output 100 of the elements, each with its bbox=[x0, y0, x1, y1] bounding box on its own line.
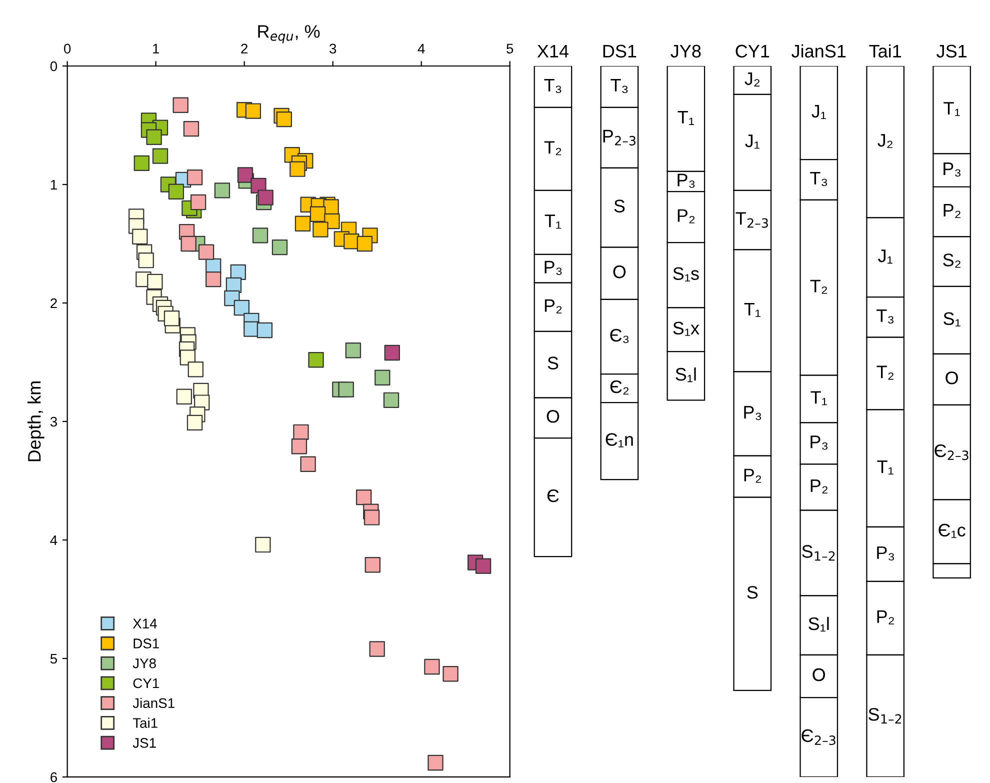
x-tick-label: JS1 bbox=[936, 44, 966, 58]
x-axis-title: R$_{equ}$, % bbox=[258, 25, 320, 44]
data-label: T₃ bbox=[544, 78, 562, 94]
point bbox=[364, 557, 381, 573]
x-tick-label: X14 bbox=[537, 44, 569, 58]
data-label: T₃ bbox=[610, 78, 628, 94]
data-label: P₂ bbox=[744, 468, 762, 483]
data-label: T₃ bbox=[810, 172, 828, 186]
y-tick-label: 0 bbox=[50, 61, 58, 72]
data-label: Є$_{2–3}$ bbox=[934, 444, 968, 460]
point bbox=[374, 370, 390, 386]
data-label: T₁ bbox=[944, 102, 960, 116]
x-tick-label: 2 bbox=[241, 44, 248, 54]
data-label: T$_{2–3}$ bbox=[736, 212, 768, 228]
point bbox=[291, 438, 308, 454]
data-label: S₁l bbox=[676, 367, 696, 382]
data-label: P₃ bbox=[744, 406, 762, 420]
data-label: T₁ bbox=[678, 110, 694, 125]
data-label: P₃ bbox=[944, 162, 960, 177]
point bbox=[132, 228, 148, 244]
x-tick-label: 1 bbox=[153, 44, 160, 54]
data-label: T₂ bbox=[544, 141, 562, 156]
data-label: J₂ bbox=[878, 134, 892, 148]
legend-label: JianS1 bbox=[132, 698, 174, 708]
point bbox=[244, 321, 260, 337]
data-label: J₁ bbox=[878, 250, 892, 264]
point bbox=[272, 239, 288, 256]
data-label: Є₂ bbox=[610, 380, 629, 395]
data-label: S₁s bbox=[673, 267, 699, 282]
data-label: T₂ bbox=[810, 280, 827, 294]
data-label: O bbox=[946, 371, 958, 384]
data-label: T₂ bbox=[876, 366, 894, 380]
point bbox=[190, 194, 206, 210]
legend-label: JY8 bbox=[132, 658, 156, 668]
data-label: P₃ bbox=[544, 260, 562, 275]
point bbox=[134, 155, 150, 172]
point bbox=[290, 161, 306, 177]
point bbox=[256, 322, 273, 338]
y-tick-label: 6 bbox=[50, 772, 57, 782]
point bbox=[214, 182, 230, 198]
data-label: Є₃ bbox=[610, 328, 629, 344]
point bbox=[234, 300, 250, 316]
data-label: P₃ bbox=[678, 174, 695, 188]
data-label: P₂ bbox=[877, 610, 894, 624]
point bbox=[237, 167, 254, 183]
y-axis-title: Depth, km bbox=[27, 382, 44, 462]
legend-label: X14 bbox=[132, 618, 157, 628]
data-label: T₃ bbox=[876, 309, 894, 324]
legend-label: DS1 bbox=[134, 638, 159, 648]
data-label: P₃ bbox=[810, 436, 828, 450]
x-tick-label: JianS1 bbox=[792, 44, 846, 58]
data-label: S₁x bbox=[673, 322, 700, 336]
point bbox=[424, 658, 440, 675]
point bbox=[356, 236, 373, 252]
data-label: O bbox=[546, 410, 560, 423]
y-tick-label: 2 bbox=[50, 298, 57, 308]
data-label: P₂ bbox=[944, 204, 960, 218]
point bbox=[384, 344, 400, 361]
point bbox=[356, 489, 372, 506]
point bbox=[147, 274, 163, 290]
data-label: Є₁c bbox=[938, 524, 966, 538]
point bbox=[442, 666, 458, 682]
x-tick-label: CY1 bbox=[736, 44, 770, 58]
point bbox=[294, 216, 311, 232]
x-tick-label: 3 bbox=[330, 44, 336, 54]
point bbox=[138, 252, 154, 268]
point bbox=[276, 111, 292, 128]
x-tick-label: 4 bbox=[418, 44, 425, 54]
data-label: S bbox=[548, 356, 558, 370]
data-label: S₁l bbox=[808, 616, 829, 632]
point bbox=[186, 170, 203, 186]
point bbox=[428, 754, 444, 771]
point bbox=[252, 228, 268, 244]
x-tick-label: DS1 bbox=[603, 44, 636, 58]
point bbox=[255, 536, 271, 553]
point bbox=[338, 382, 354, 398]
point bbox=[364, 510, 380, 526]
point bbox=[383, 392, 400, 408]
data-label: S bbox=[747, 586, 758, 599]
point bbox=[245, 103, 262, 119]
y-tick-label: 4 bbox=[50, 535, 58, 546]
point bbox=[300, 456, 316, 472]
data-label: P₂ bbox=[544, 299, 562, 314]
legend-label: Tai1 bbox=[132, 718, 158, 728]
point bbox=[198, 244, 214, 260]
data-label: S₁ bbox=[944, 312, 960, 326]
data-label: J₂ bbox=[744, 72, 760, 86]
data-label: S bbox=[614, 200, 625, 212]
x-tick-label: 0 bbox=[64, 44, 71, 54]
legend-label: CY1 bbox=[133, 678, 159, 688]
data-label: Є₁n bbox=[606, 433, 633, 448]
x-tick-label: 5 bbox=[506, 44, 514, 54]
data-label: P₂ bbox=[810, 480, 828, 494]
point bbox=[176, 388, 192, 404]
y-tick-label: 5 bbox=[50, 654, 58, 664]
point bbox=[258, 190, 274, 206]
data-label: T₁ bbox=[877, 460, 894, 475]
point bbox=[183, 120, 200, 137]
data-label: P$_{2–3}$ bbox=[603, 130, 636, 146]
data-label: Є$_{2–3}$ bbox=[802, 729, 836, 746]
